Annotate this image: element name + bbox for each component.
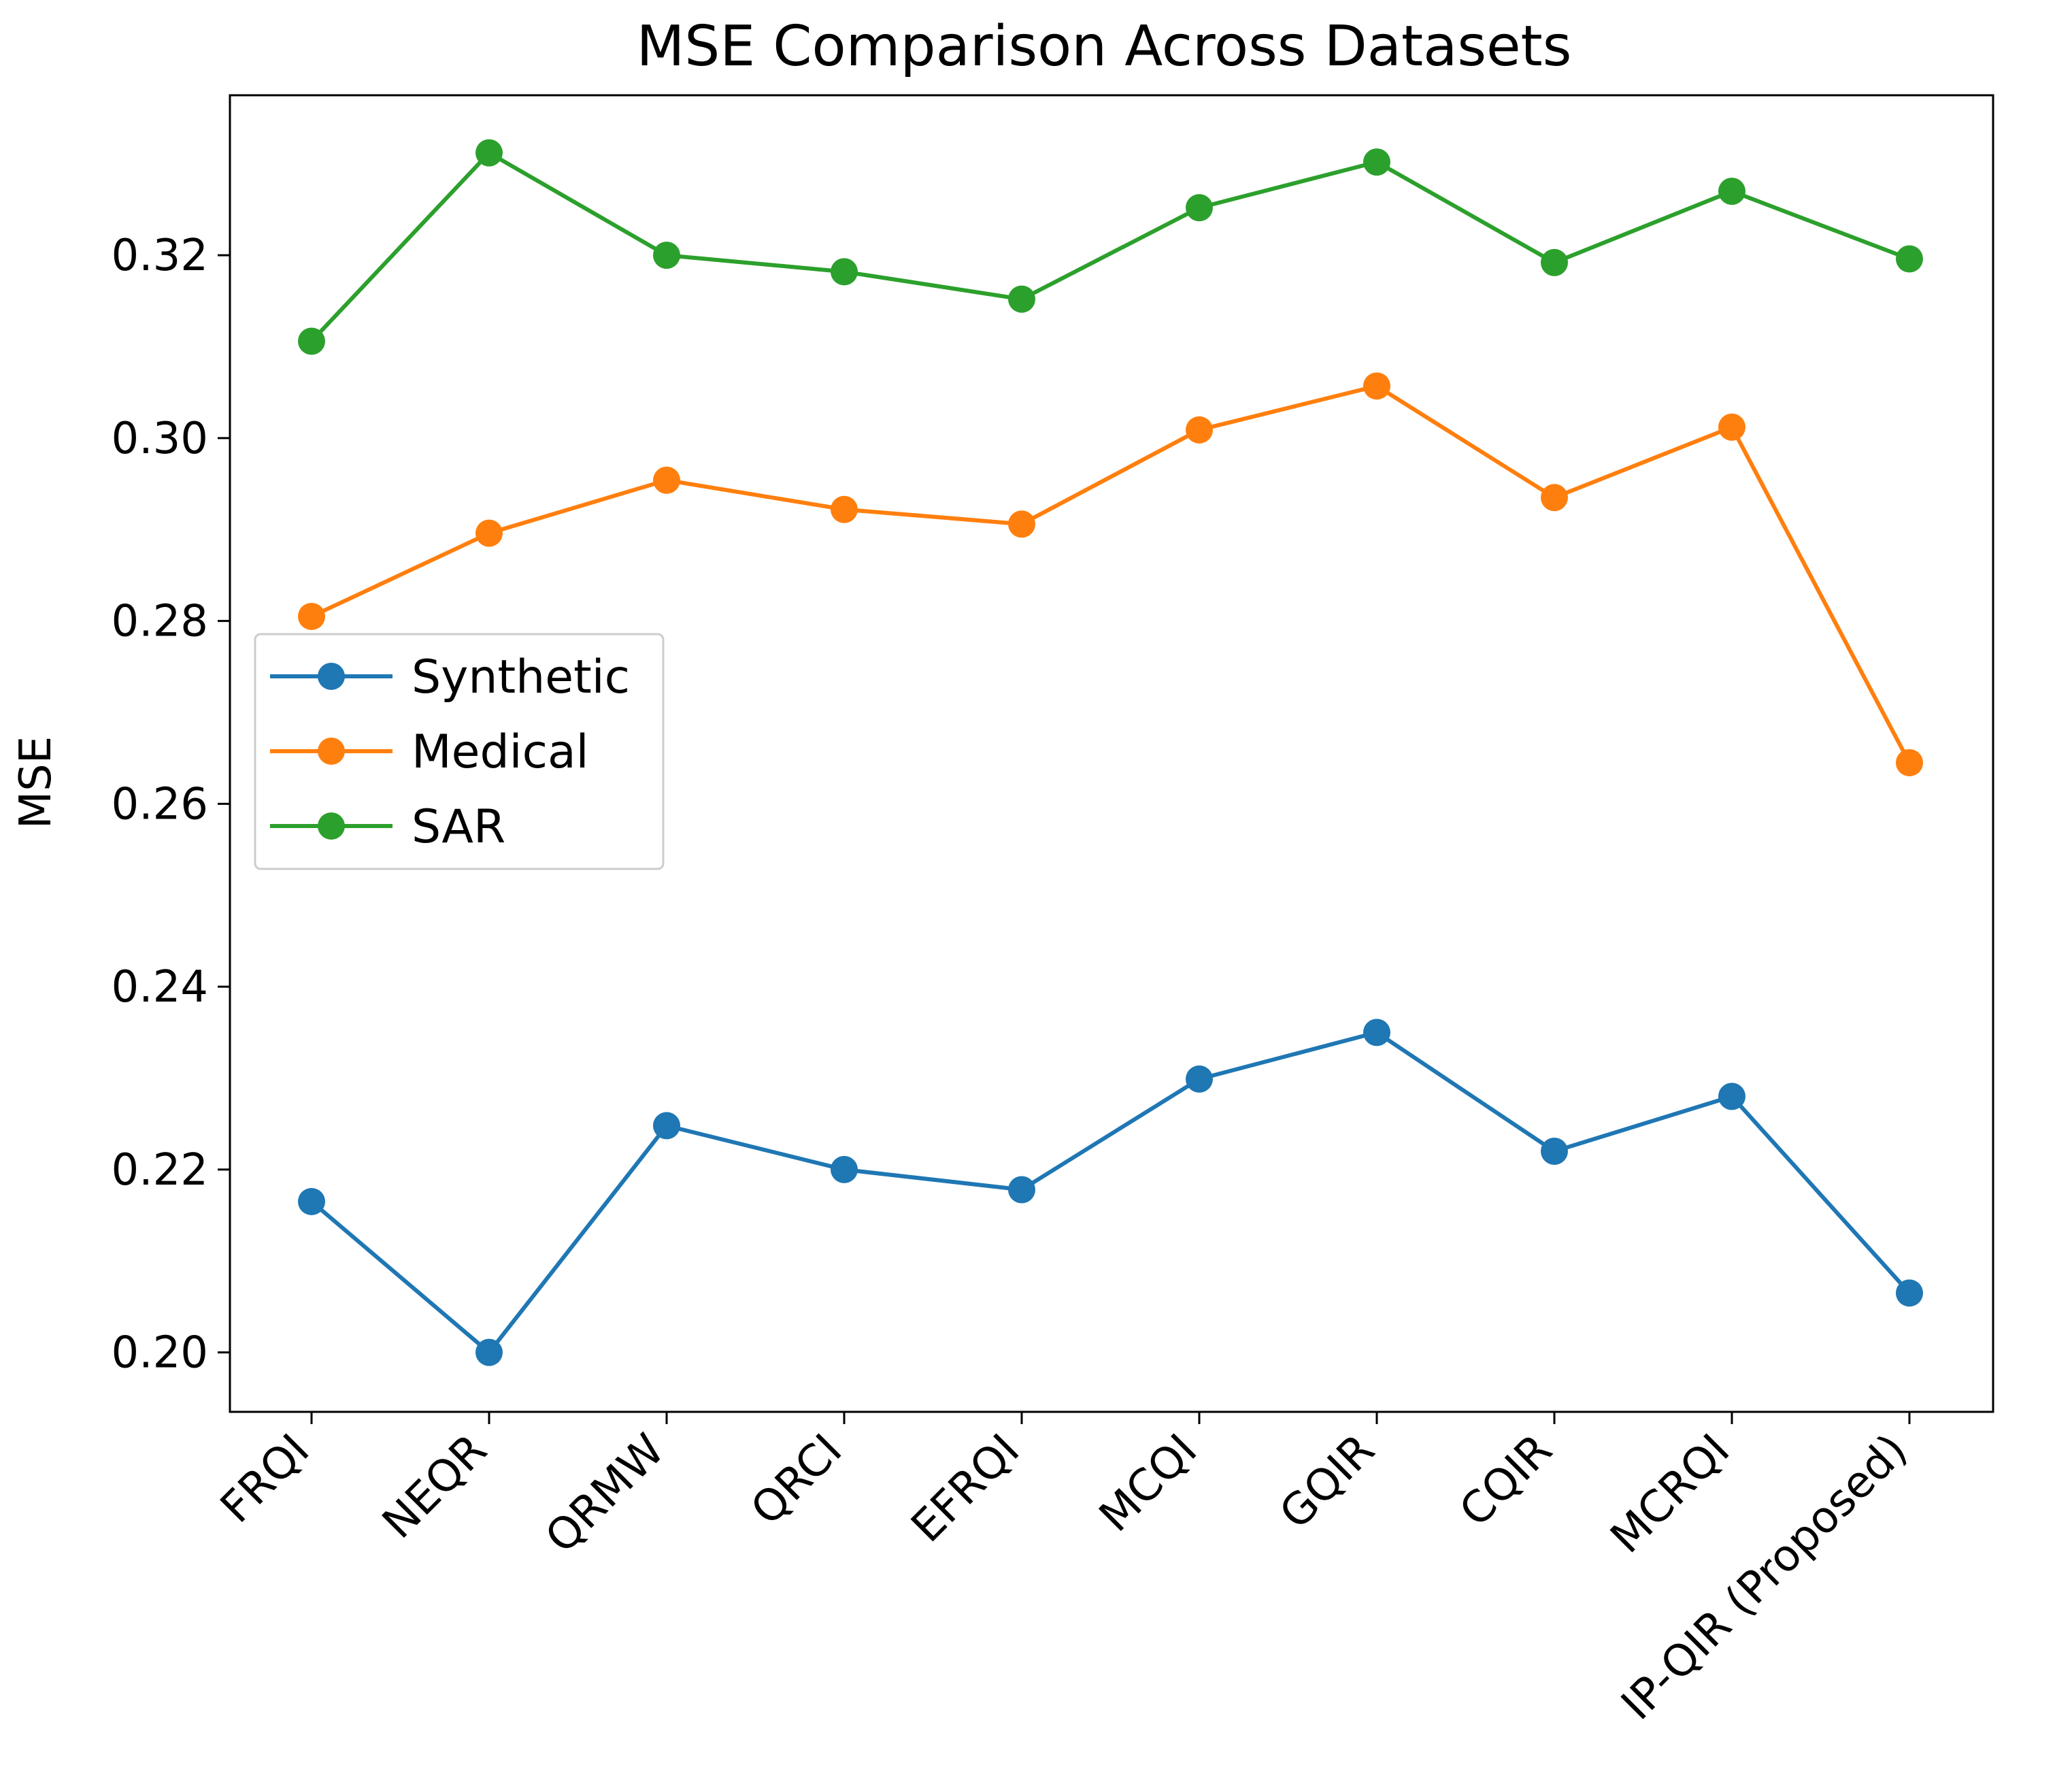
legend-label: Medical: [412, 725, 589, 779]
chart-title: MSE Comparison Across Datasets: [637, 14, 1572, 79]
legend-label: SAR: [412, 800, 505, 854]
legend-item: SAR: [270, 800, 505, 854]
data-point: [1363, 372, 1390, 400]
series-line: [310, 1030, 1911, 1355]
data-point: [653, 466, 680, 494]
y-tick-label: 0.30: [112, 414, 209, 464]
data-point: [1186, 416, 1213, 444]
data-point: [475, 519, 503, 547]
data-point: [1008, 510, 1035, 538]
legend-marker: [318, 738, 345, 765]
data-point: [653, 1112, 680, 1140]
y-tick-label: 0.26: [112, 779, 209, 829]
data-point: [1186, 1065, 1213, 1093]
data-point: [831, 258, 858, 286]
data-point: [1541, 484, 1568, 512]
y-tick-label: 0.20: [112, 1328, 209, 1379]
series-medical: [298, 372, 1923, 776]
data-point: [1718, 413, 1745, 441]
data-point: [1718, 1083, 1745, 1110]
data-point: [1718, 178, 1745, 205]
data-point: [653, 242, 680, 269]
data-point: [298, 602, 325, 630]
series-synthetic: [298, 1019, 1923, 1366]
y-tick-label: 0.22: [112, 1145, 209, 1195]
series-line: [310, 384, 1911, 764]
data-point: [1363, 1019, 1390, 1046]
legend-item: Synthetic: [270, 650, 630, 704]
data-point: [298, 1187, 325, 1215]
data-point: [1541, 248, 1568, 276]
legend-item: Medical: [270, 725, 589, 779]
data-point: [1896, 245, 1923, 273]
y-axis-label: MSE: [11, 736, 61, 829]
data-point: [1363, 148, 1390, 176]
data-point: [831, 1155, 858, 1183]
data-point: [1896, 748, 1923, 776]
data-point: [475, 1338, 503, 1366]
data-point: [298, 327, 325, 355]
y-tick-label: 0.24: [112, 962, 209, 1012]
data-point: [1541, 1138, 1568, 1166]
legend-box: [254, 633, 665, 870]
data-point: [475, 139, 503, 167]
series-sar: [298, 139, 1923, 355]
data-point: [1896, 1279, 1923, 1307]
legend-marker: [318, 812, 345, 840]
legend-label: Synthetic: [412, 650, 630, 704]
plot-frame: [229, 94, 1994, 1413]
data-point: [1008, 285, 1035, 313]
legend: Synthetic Medical SAR: [254, 633, 665, 870]
series-line: [310, 150, 1911, 343]
y-tick-label: 0.32: [112, 231, 209, 281]
legend-marker: [318, 663, 345, 690]
y-tick-label: 0.28: [112, 597, 209, 647]
data-point: [831, 495, 858, 523]
data-point: [1008, 1176, 1035, 1204]
data-point: [1186, 194, 1213, 222]
